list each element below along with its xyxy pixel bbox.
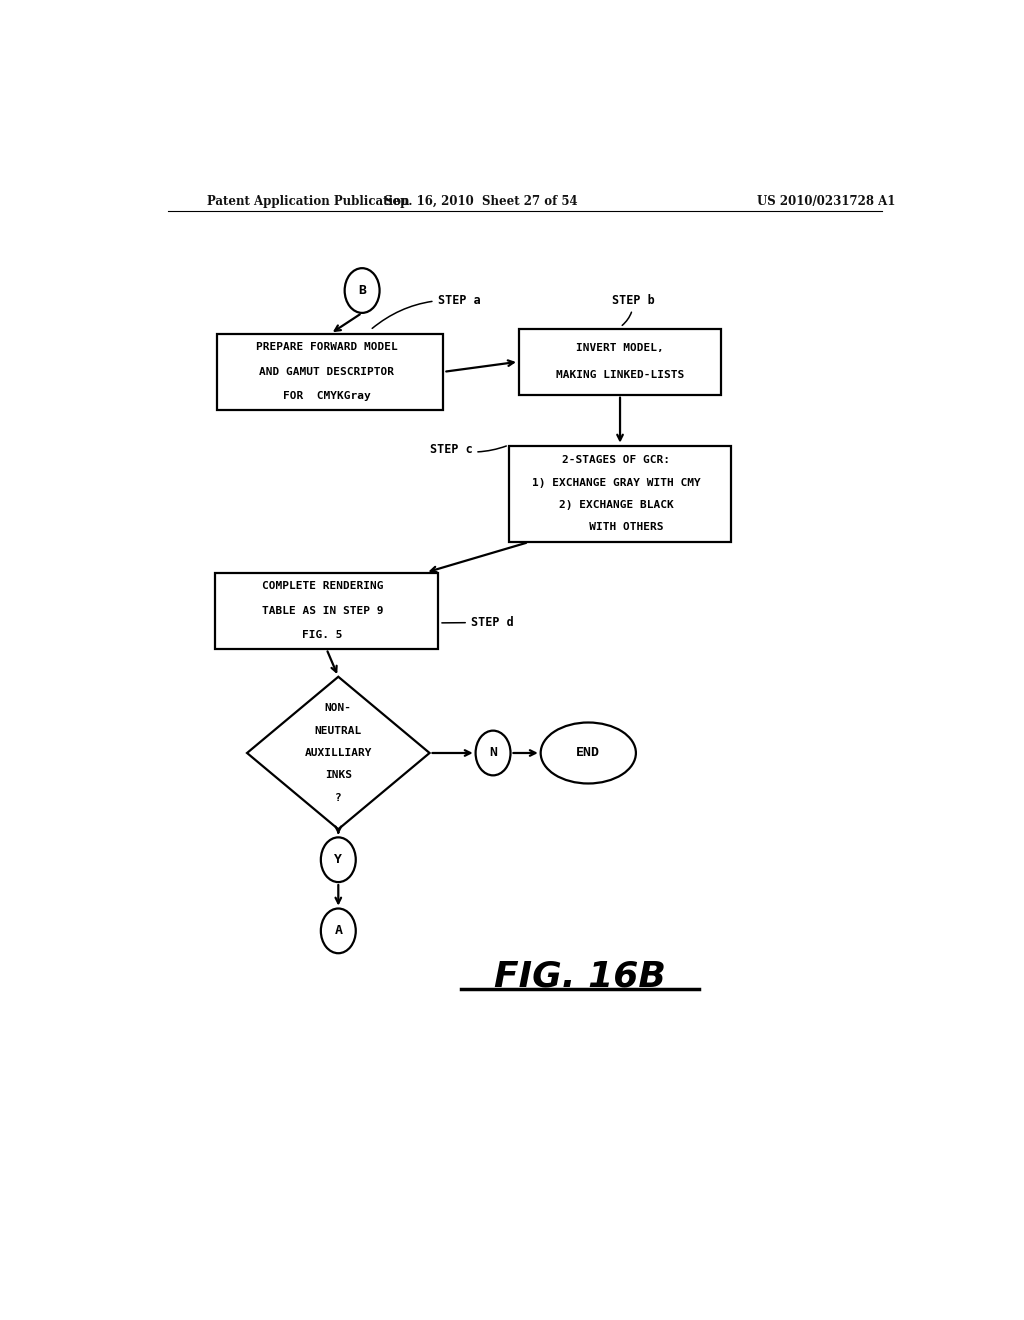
Text: STEP d: STEP d (442, 616, 514, 628)
Circle shape (345, 268, 380, 313)
Text: ?: ? (335, 793, 342, 803)
Text: TABLE AS IN STEP 9: TABLE AS IN STEP 9 (262, 606, 383, 615)
Text: NON-: NON- (325, 704, 352, 713)
Text: PREPARE FORWARD MODEL: PREPARE FORWARD MODEL (256, 342, 397, 352)
Text: A: A (334, 924, 342, 937)
Bar (217, 334, 443, 411)
Text: Sep. 16, 2010  Sheet 27 of 54: Sep. 16, 2010 Sheet 27 of 54 (384, 194, 578, 207)
Text: Patent Application Publication: Patent Application Publication (207, 194, 410, 207)
Circle shape (475, 731, 511, 775)
Text: FIG. 16B: FIG. 16B (495, 960, 667, 994)
Text: STEP a: STEP a (372, 294, 480, 329)
Text: END: END (577, 747, 600, 759)
Text: INVERT MODEL,: INVERT MODEL, (577, 343, 664, 354)
Text: N: N (489, 747, 497, 759)
Text: 2-STAGES OF GCR:: 2-STAGES OF GCR: (562, 455, 670, 465)
Text: WITH OTHERS: WITH OTHERS (568, 523, 664, 532)
Text: STEP b: STEP b (612, 294, 654, 326)
Circle shape (321, 908, 355, 953)
Text: B: B (358, 284, 367, 297)
Bar (215, 573, 437, 649)
Ellipse shape (541, 722, 636, 784)
Bar (509, 446, 731, 543)
Text: NEUTRAL: NEUTRAL (314, 726, 361, 735)
Text: INKS: INKS (325, 771, 352, 780)
Text: MAKING LINKED-LISTS: MAKING LINKED-LISTS (556, 370, 684, 380)
Text: Y: Y (334, 853, 342, 866)
Text: US 2010/0231728 A1: US 2010/0231728 A1 (757, 194, 896, 207)
Circle shape (321, 837, 355, 882)
Text: COMPLETE RENDERING: COMPLETE RENDERING (262, 581, 383, 591)
Polygon shape (247, 677, 430, 829)
Text: STEP c: STEP c (430, 444, 506, 457)
Text: AUXILLIARY: AUXILLIARY (304, 748, 372, 758)
Text: 1) EXCHANGE GRAY WITH CMY: 1) EXCHANGE GRAY WITH CMY (531, 478, 700, 487)
Bar (519, 329, 721, 395)
Text: AND GAMUT DESCRIPTOR: AND GAMUT DESCRIPTOR (259, 367, 394, 376)
Text: FOR  CMYKGray: FOR CMYKGray (283, 391, 371, 401)
Text: FIG. 5: FIG. 5 (302, 630, 343, 640)
Text: 2) EXCHANGE BLACK: 2) EXCHANGE BLACK (559, 500, 674, 510)
